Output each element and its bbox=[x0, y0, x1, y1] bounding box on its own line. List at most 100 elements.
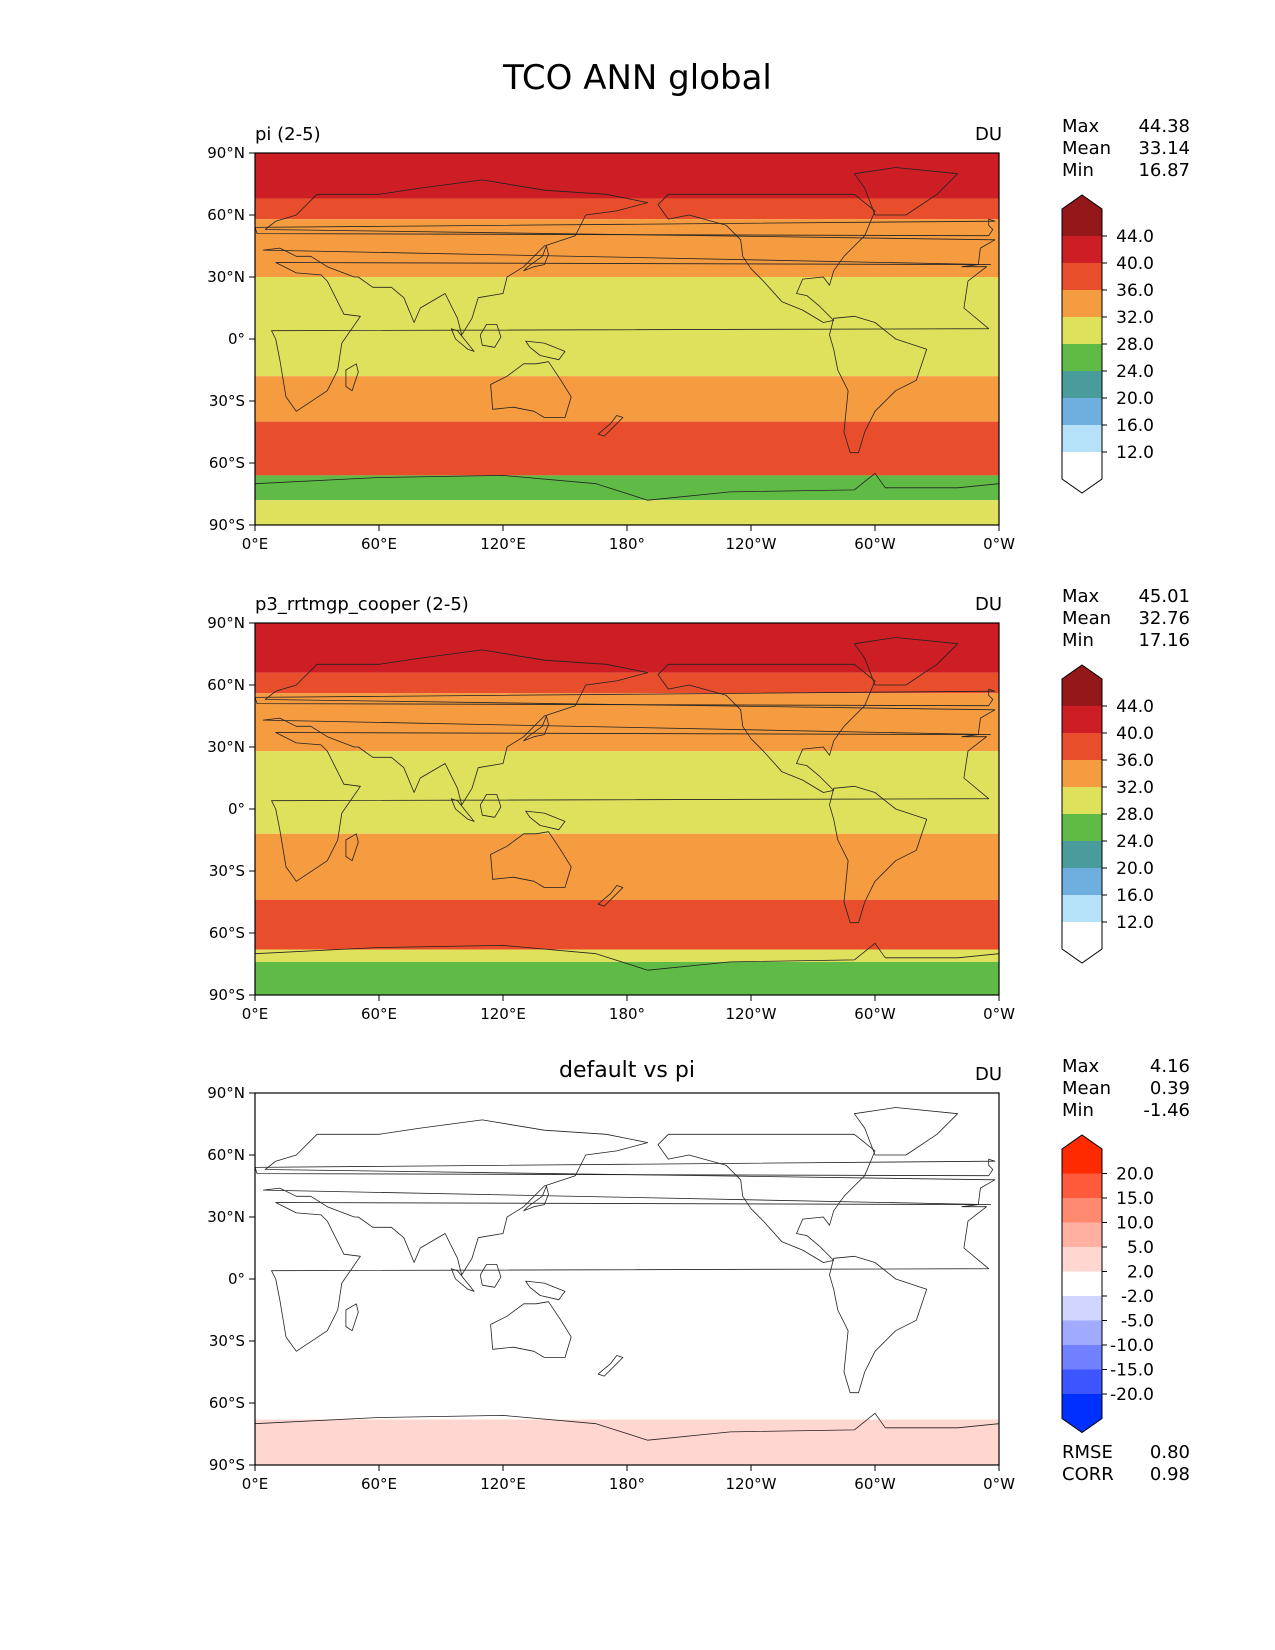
x-tick-label-3-3: 180° bbox=[609, 1475, 645, 1493]
y-tick-label-3-4: 30°S bbox=[209, 1332, 245, 1350]
figure-title: TCO ANN global bbox=[503, 58, 772, 98]
coastline-north-america-1 bbox=[657, 193, 876, 323]
coastline-borneo-2 bbox=[479, 794, 502, 818]
colorbar-label-3-9: -20.0 bbox=[1110, 1385, 1154, 1405]
colorbar-extend-bottom-1 bbox=[1062, 452, 1102, 493]
colorbar-swatch-3-4 bbox=[1062, 1247, 1102, 1272]
coastline-madagascar-1 bbox=[345, 363, 359, 392]
coastline-madagascar-2 bbox=[345, 833, 359, 862]
coastline-new-zealand-1 bbox=[597, 415, 624, 437]
x-tick-label-3-6: 0°W bbox=[983, 1475, 1015, 1493]
y-tick-label-2-0: 90°N bbox=[207, 614, 245, 632]
coastline-new-zealand-2 bbox=[597, 885, 624, 907]
y-tick-label-3-5: 60°S bbox=[209, 1394, 245, 1412]
x-tick-label-3-0: 0°E bbox=[242, 1475, 269, 1493]
colorbar-outline-1 bbox=[1061, 194, 1103, 494]
coastline-borneo-1 bbox=[479, 324, 502, 348]
coastline-sumatra-2 bbox=[450, 798, 475, 822]
panel-1-title: pi (2-5) bbox=[255, 124, 321, 145]
panel-1-max-label: Max bbox=[1062, 116, 1100, 137]
colorbar-outline-3 bbox=[1061, 1134, 1103, 1434]
coastline-madagascar-3 bbox=[345, 1303, 359, 1332]
panel-3-max-label: Max bbox=[1062, 1056, 1100, 1077]
panel-1-min-label: Min bbox=[1062, 160, 1094, 181]
y-tick-label-3-2: 30°N bbox=[207, 1208, 245, 1226]
x-tick-label-2-5: 60°W bbox=[854, 1005, 896, 1023]
coastline-north-america-3 bbox=[657, 1133, 876, 1263]
colorbar-label-1-2: 36.0 bbox=[1116, 281, 1154, 301]
panel-2-mean-label: Mean bbox=[1062, 608, 1112, 629]
colorbar-swatch-1-4 bbox=[1062, 317, 1102, 344]
colorbar-swatch-1-6 bbox=[1062, 371, 1102, 398]
y-tick-label-3-3: 0° bbox=[228, 1270, 245, 1288]
x-tick-label-3-5: 60°W bbox=[854, 1475, 896, 1493]
coastline-sumatra-3 bbox=[450, 1268, 475, 1292]
coastline-japan-3 bbox=[523, 1185, 549, 1212]
colorbar-label-1-3: 32.0 bbox=[1116, 308, 1154, 328]
y-tick-label-1-3: 0° bbox=[228, 330, 245, 348]
x-tick-label-2-0: 0°E bbox=[242, 1005, 269, 1023]
coastline-eurasia-2 bbox=[262, 649, 996, 806]
field-band-1-1 bbox=[255, 198, 999, 220]
colorbar-swatch-1-2 bbox=[1062, 263, 1102, 290]
field-band-2-4 bbox=[255, 833, 999, 900]
y-tick-label-1-6: 90°S bbox=[209, 516, 245, 534]
colorbar-swatch-2-3 bbox=[1062, 760, 1102, 787]
field-band-1-6 bbox=[255, 475, 999, 501]
colorbar-2: 44.0 40.0 36.0 32.0 28.0 24.0 20.0 16.0 12.0 bbox=[1061, 664, 1154, 964]
coastline-greenland-2 bbox=[853, 637, 959, 686]
map-panel-3: 90°N 60°N 30°N 0° 30°S 60°S 90°S0°E 60°E 120°E 18… bbox=[207, 1084, 1015, 1493]
coastline-africa-2 bbox=[271, 732, 990, 882]
colorbar-swatch-1-5 bbox=[1062, 344, 1102, 371]
panel-2-stats: Max 45.01 Mean 32.76 Min 17.16 bbox=[1062, 586, 1190, 652]
coastline-japan-1 bbox=[523, 245, 549, 272]
colorbar-swatch-3-1 bbox=[1062, 1173, 1102, 1198]
panel-2-mean-value: 32.76 bbox=[1138, 608, 1190, 629]
y-tick-label-3-6: 90°S bbox=[209, 1456, 245, 1474]
colorbar-label-1-5: 24.0 bbox=[1116, 362, 1154, 382]
x-tick-label-1-2: 120°E bbox=[480, 535, 526, 553]
colorbar-label-1-7: 16.0 bbox=[1116, 416, 1154, 436]
coastline-new-guinea-1 bbox=[525, 340, 566, 361]
coastline-africa-1 bbox=[271, 262, 990, 412]
x-tick-label-3-1: 60°E bbox=[361, 1475, 397, 1493]
coastline-new-guinea-3 bbox=[525, 1280, 566, 1301]
colorbar-label-2-2: 36.0 bbox=[1116, 751, 1154, 771]
colorbar-label-3-8: -15.0 bbox=[1110, 1361, 1154, 1381]
colorbar-swatch-3-2 bbox=[1062, 1198, 1102, 1223]
x-tick-label-2-3: 180° bbox=[609, 1005, 645, 1023]
colorbar-label-1-0: 44.0 bbox=[1116, 227, 1154, 247]
coastline-south-america-2 bbox=[829, 785, 928, 924]
colorbar-label-1-8: 12.0 bbox=[1116, 443, 1154, 463]
field-band-2-1 bbox=[255, 672, 999, 694]
coastline-australia-3 bbox=[490, 1301, 572, 1358]
x-tick-label-3-4: 120°W bbox=[726, 1475, 777, 1493]
panel-1-mean-label: Mean bbox=[1062, 138, 1112, 159]
panel-1-mean-value: 33.14 bbox=[1138, 138, 1190, 159]
corr-value: 0.98 bbox=[1149, 1464, 1190, 1485]
panel-1-stats: Max 44.38 Mean 33.14 Min 16.87 bbox=[1062, 116, 1190, 182]
panel-2-max-label: Max bbox=[1062, 586, 1100, 607]
field-band-1-7 bbox=[255, 500, 999, 525]
panel-1-min-value: 16.87 bbox=[1138, 160, 1190, 181]
field-band-2-7 bbox=[255, 961, 999, 995]
y-tick-label-2-3: 0° bbox=[228, 800, 245, 818]
colorbar-extend-bottom-2 bbox=[1062, 922, 1102, 963]
coastline-greenland-3 bbox=[853, 1107, 959, 1156]
colorbar-label-2-0: 44.0 bbox=[1116, 697, 1154, 717]
x-tick-label-1-1: 60°E bbox=[361, 535, 397, 553]
y-tick-label-1-5: 60°S bbox=[209, 454, 245, 472]
colorbar-1: 44.0 40.0 36.0 32.0 28.0 24.0 20.0 16.0 12.0 bbox=[1061, 194, 1154, 494]
colorbar-swatch-3-8 bbox=[1062, 1345, 1102, 1370]
field-band-2-0 bbox=[255, 623, 999, 673]
colorbar-label-2-8: 12.0 bbox=[1116, 913, 1154, 933]
colorbar-swatch-1-7 bbox=[1062, 398, 1102, 425]
field-band-3-1 bbox=[255, 1419, 999, 1465]
colorbar-swatch-3-5 bbox=[1062, 1271, 1102, 1296]
panel-3-min-value: -1.46 bbox=[1143, 1100, 1190, 1121]
y-tick-label-1-2: 30°N bbox=[207, 268, 245, 286]
panel-2-min-label: Min bbox=[1062, 630, 1094, 651]
x-tick-label-1-0: 0°E bbox=[242, 535, 269, 553]
colorbar-label-3-2: 10.0 bbox=[1116, 1214, 1154, 1234]
